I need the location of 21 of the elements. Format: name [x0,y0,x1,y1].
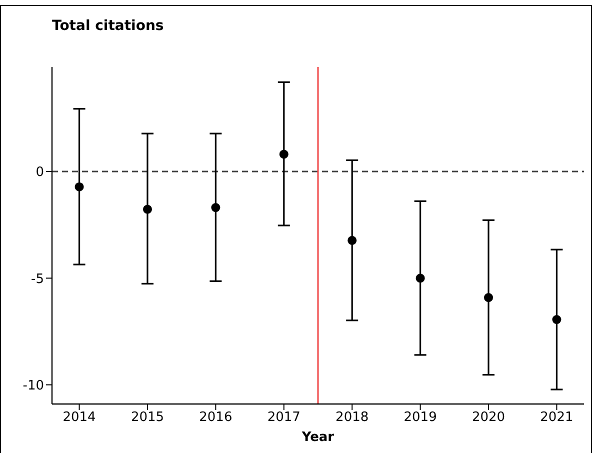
x-tick-label: 2018 [336,410,369,426]
x-tick-label: 2019 [404,410,437,426]
point [416,274,425,283]
x-tick-label: 2015 [130,410,164,426]
x-axis-title: Year [300,430,335,445]
point [348,236,357,245]
y-tick-label: -5 [31,272,44,287]
point [552,315,562,324]
x-tick-label: 2014 [62,410,96,426]
point [484,293,494,302]
y-tick-label: 0 [36,165,44,180]
point [74,182,84,192]
x-tick-label: 2020 [472,410,506,426]
x-tick-label: 2021 [540,410,574,426]
point [142,204,152,214]
x-tick-label: 2016 [199,410,232,426]
x-tick-label: 2017 [267,410,300,426]
y-tick-label: -10 [22,378,44,394]
chart-title: Total citations [52,18,164,34]
point [279,150,288,159]
point [211,203,220,212]
